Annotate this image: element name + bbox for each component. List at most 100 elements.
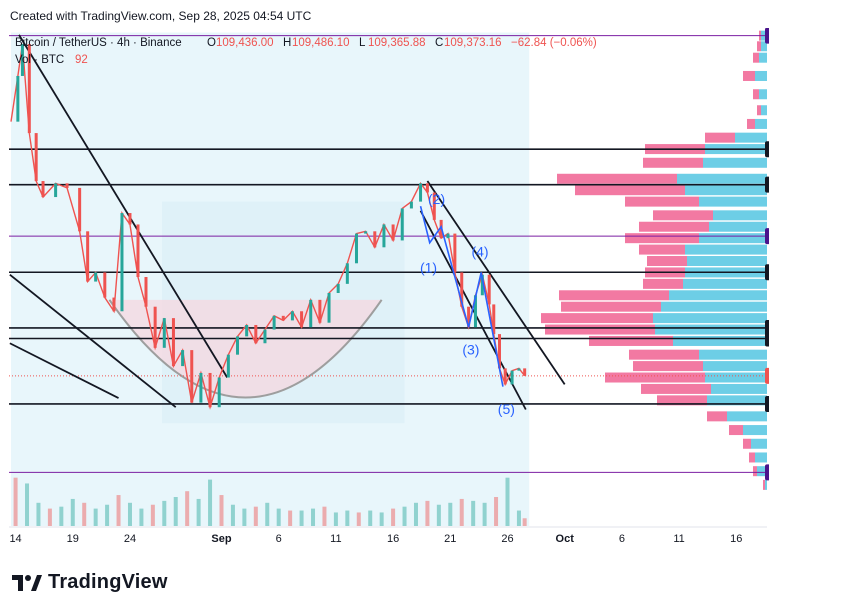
legend-volume-label[interactable]: Vol · BTC [15, 54, 64, 66]
volume-profile [541, 30, 769, 490]
wave-label: (2) [428, 191, 445, 207]
level-price-tag[interactable] [765, 330, 855, 347]
volume-profile-up [743, 425, 769, 436]
price-candle [136, 224, 140, 277]
chart-area[interactable]: (2)(1)(4)(3)(5) 104,000.00106,000.00110,… [9, 27, 855, 548]
legend-ohlc-key: L [359, 37, 366, 49]
volume-profile-up [761, 105, 769, 116]
volume-bar [185, 491, 190, 526]
level-price-tag[interactable] [765, 264, 855, 281]
volume-profile-up [755, 452, 769, 463]
price-candle [487, 274, 491, 305]
volume-bar [162, 500, 167, 526]
volume-profile-down [647, 256, 687, 267]
price-candle [78, 187, 82, 232]
volume-bar [208, 479, 213, 526]
level-price-tag[interactable] [765, 395, 855, 412]
time-tick-label: 11 [673, 533, 684, 545]
volume-profile-down [575, 185, 685, 196]
volume-profile-down [639, 244, 685, 255]
volume-bar [482, 502, 487, 526]
volume-profile-down [559, 290, 669, 301]
price-candle [419, 183, 423, 202]
volume-bar [436, 504, 441, 526]
volume-profile-down [641, 383, 711, 394]
volume-profile-down [639, 221, 709, 232]
volume-profile-up [757, 466, 769, 477]
price-series [10, 43, 527, 410]
volume-profile-up [703, 361, 769, 372]
volume-bar [288, 510, 293, 526]
volume-profile-up [683, 278, 769, 289]
volume-bar [522, 518, 527, 526]
chart-canvas[interactable]: (2)(1)(4)(3)(5) 104,000.00106,000.00110,… [9, 27, 855, 548]
legend-symbol[interactable]: Bitcoin / TetherUS · 4h · Binance [15, 37, 182, 49]
volume-bar [345, 510, 350, 526]
volume-profile-up [727, 411, 769, 422]
price-candle [27, 43, 31, 134]
trend-line[interactable] [426, 180, 566, 385]
wave-path [419, 205, 504, 387]
volume-profile-down [605, 372, 705, 383]
price-candle [364, 231, 368, 234]
created-with-text: Created with TradingView.com, Sep 28, 20… [10, 9, 312, 23]
volume-bar [127, 502, 132, 526]
price-candle [54, 183, 58, 198]
price-candle [400, 208, 404, 241]
time-tick-label: 6 [276, 533, 282, 545]
price-candle [460, 272, 464, 307]
volume-bars [13, 477, 527, 526]
level-price-tag[interactable] [765, 464, 855, 481]
volume-profile-up [661, 301, 769, 312]
volume-bar [105, 504, 110, 526]
trend-line[interactable] [9, 342, 119, 399]
price-candle [263, 329, 267, 344]
volume-profile-up [713, 210, 769, 221]
level-price-tag[interactable] [765, 141, 855, 158]
price-candle [208, 372, 212, 408]
level-price-tag[interactable] [765, 367, 855, 384]
volume-bar [139, 508, 144, 526]
time-tick-label: 16 [387, 533, 399, 545]
volume-profile-down [545, 324, 655, 335]
volume-profile-up [755, 70, 769, 81]
level-price-tag[interactable] [765, 176, 855, 193]
trend-line[interactable] [9, 274, 177, 408]
volume-profile-down [561, 301, 661, 312]
level-price-tag[interactable] [765, 27, 855, 44]
price-candle [128, 213, 132, 225]
tradingview-logo[interactable]: TradingView [12, 571, 168, 594]
price-candle [245, 324, 249, 337]
price-candle [391, 224, 395, 241]
level-price-tag[interactable] [765, 228, 855, 245]
price-candle [345, 263, 349, 284]
legend-ohlc-value: 109,373.16 [444, 37, 502, 49]
legend-volume-value: 92 [75, 54, 88, 66]
price-candle [281, 315, 285, 321]
price-candle [103, 272, 107, 298]
volume-profile-up [699, 349, 769, 360]
price-candle [446, 233, 450, 239]
legend-ohlc-value: 109,436.00 [216, 37, 274, 49]
volume-profile-down [757, 41, 761, 52]
price-candle [309, 299, 313, 328]
time-axis: 14 19 24 Sep 6 11 16 21 26 Oct 6 11 16 [9, 526, 767, 545]
wave-label: (4) [471, 243, 488, 259]
price-candle [503, 368, 507, 385]
trend-line[interactable] [18, 34, 228, 378]
price-candle [199, 372, 203, 403]
price-candle [272, 315, 276, 330]
volume-profile-down [707, 411, 727, 422]
time-tick-label: 21 [444, 533, 456, 545]
price-candle [510, 370, 514, 385]
price-candle [382, 224, 386, 248]
volume-profile-up [735, 132, 769, 143]
volume-profile-down [763, 479, 765, 490]
volume-profile-up [703, 157, 769, 168]
volume-bar [494, 497, 499, 526]
price-candle [120, 213, 124, 312]
volume-profile-down [753, 52, 759, 63]
time-tick-label: 11 [330, 533, 341, 545]
price-candle [473, 295, 477, 328]
price-candle [523, 368, 527, 376]
